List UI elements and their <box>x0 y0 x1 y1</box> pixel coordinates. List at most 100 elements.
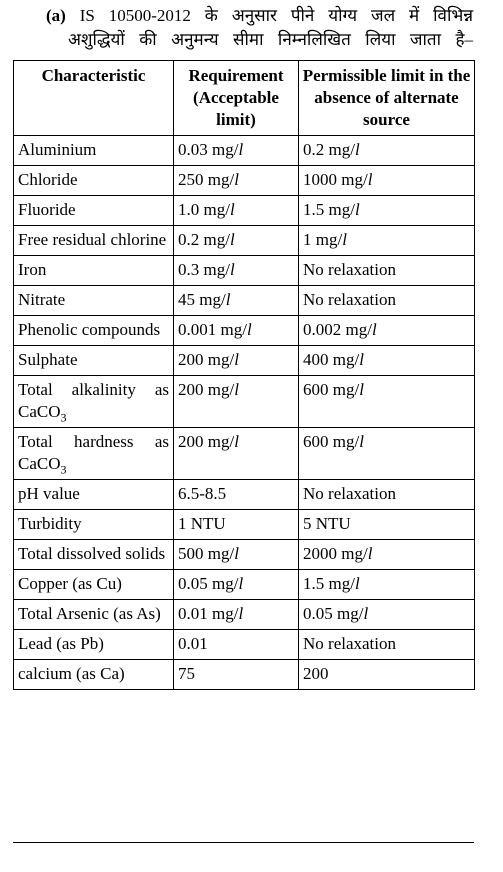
cell-acceptable-limit: 6.5-8.5 <box>173 479 299 510</box>
acceptable-unit: mg/l <box>212 140 244 159</box>
permissible-value: 2000 <box>303 544 337 563</box>
cell-characteristic: Aluminium <box>13 135 174 166</box>
cell-characteristic: Iron <box>13 255 174 286</box>
characteristic-name: Nitrate <box>18 290 66 309</box>
cell-permissible-limit: 400 mg/l <box>298 345 475 376</box>
acceptable-unit: mg/l <box>207 380 239 399</box>
cell-characteristic: Total alkalinity as CaCO3 <box>13 375 174 428</box>
cell-acceptable-limit: 200 mg/l <box>173 375 299 428</box>
acceptable-unit: mg/l <box>203 200 235 219</box>
table-row: Chloride 250 mg/l 1000 mg/l <box>13 165 475 196</box>
formula-base: CaCO <box>18 402 61 421</box>
cell-permissible-limit: 600 mg/l <box>298 375 475 428</box>
cell-acceptable-limit: 0.05 mg/l <box>173 569 299 600</box>
table-row: Total hardness as CaCO3 200 mg/l 600 mg/l <box>13 427 475 480</box>
water-limits-table: Characteristic Requirement (Acceptable l… <box>13 60 475 690</box>
characteristic-name: Lead (as Pb) <box>18 634 104 653</box>
intro-line-1-text: IS 10500-2012 के अनुसार पीने योग्य जल मे… <box>79 6 474 25</box>
table-row: pH value 6.5-8.5 No relaxation <box>13 479 475 510</box>
cell-permissible-limit: No relaxation <box>298 479 475 510</box>
permissible-unit: mg/l <box>315 230 347 249</box>
acceptable-value: 45 <box>178 290 195 309</box>
acceptable-unit: mg/l <box>212 574 244 593</box>
table-row: Fluoride 1.0 mg/l 1.5 mg/l <box>13 195 475 226</box>
acceptable-unit: mg/l <box>220 320 252 339</box>
characteristic-name: Sulphate <box>18 350 78 369</box>
characteristic-name: Phenolic compounds <box>18 320 161 339</box>
cell-acceptable-limit: 1.0 mg/l <box>173 195 299 226</box>
cell-characteristic: Free residual chlorine <box>13 225 174 256</box>
cell-acceptable-limit: 250 mg/l <box>173 165 299 196</box>
cell-permissible-limit: 2000 mg/l <box>298 539 475 570</box>
characteristic-name: Copper (as Cu) <box>18 574 122 593</box>
table-row: Iron 0.3 mg/l No relaxation <box>13 255 475 286</box>
header-requirement: Requirement (Acceptable limit) <box>173 60 299 136</box>
permissible-value: 600 <box>303 432 329 451</box>
cell-characteristic: Turbidity <box>13 509 174 540</box>
intro-text: (a) IS 10500-2012 के अनुसार पीने योग्य ज… <box>0 4 503 52</box>
cell-permissible-limit: 0.05 mg/l <box>298 599 475 630</box>
acceptable-unit: mg/l <box>207 544 239 563</box>
characteristic-name: Total Arsenic (as As) <box>18 604 161 623</box>
cell-acceptable-limit: 200 mg/l <box>173 345 299 376</box>
permissible-value: No relaxation <box>303 634 396 653</box>
cell-characteristic: Total dissolved solids <box>13 539 174 570</box>
characteristic-name: Turbidity <box>18 514 82 533</box>
permissible-unit: mg/l <box>328 200 360 219</box>
cell-characteristic: Nitrate <box>13 285 174 316</box>
cell-permissible-limit: 0.2 mg/l <box>298 135 475 166</box>
table-row: Total Arsenic (as As) 0.01 mg/l 0.05 mg/l <box>13 599 475 630</box>
cell-characteristic: Fluoride <box>13 195 174 226</box>
acceptable-unit: mg/l <box>203 230 235 249</box>
cell-acceptable-limit: 0.01 <box>173 629 299 660</box>
bottom-rule <box>13 842 474 843</box>
acceptable-value: 0.01 <box>178 604 208 623</box>
cell-characteristic: Copper (as Cu) <box>13 569 174 600</box>
acceptable-value: 0.3 <box>178 260 200 279</box>
acceptable-value: 200 <box>178 432 204 451</box>
cell-acceptable-limit: 0.2 mg/l <box>173 225 299 256</box>
formula-base: CaCO <box>18 454 61 473</box>
acceptable-unit: mg/l <box>207 350 239 369</box>
table-row: Nitrate 45 mg/l No relaxation <box>13 285 475 316</box>
cell-permissible-limit: 600 mg/l <box>298 427 475 480</box>
permissible-unit: mg/l <box>341 170 373 189</box>
table-row: Turbidity 1 NTU 5 NTU <box>13 509 475 540</box>
acceptable-value: 1 NTU <box>178 514 226 533</box>
permissible-value: 5 NTU <box>303 514 351 533</box>
cell-permissible-limit: No relaxation <box>298 629 475 660</box>
permissible-value: 0.05 <box>303 604 333 623</box>
formula-subscript: 3 <box>60 410 67 425</box>
cell-permissible-limit: 0.002 mg/l <box>298 315 475 346</box>
permissible-value: 1.5 <box>303 574 325 593</box>
cell-permissible-limit: 1 mg/l <box>298 225 475 256</box>
acceptable-value: 0.01 <box>178 634 208 653</box>
characteristic-name: pH value <box>18 484 80 503</box>
cell-permissible-limit: 200 <box>298 659 475 690</box>
acceptable-value: 200 <box>178 350 204 369</box>
acceptable-value: 200 <box>178 380 204 399</box>
cell-characteristic: calcium (as Ca) <box>13 659 174 690</box>
permissible-value: No relaxation <box>303 260 396 279</box>
cell-characteristic: Chloride <box>13 165 174 196</box>
table-row: Total dissolved solids 500 mg/l 2000 mg/l <box>13 539 475 570</box>
cell-permissible-limit: 1.5 mg/l <box>298 569 475 600</box>
characteristic-name: Total hardness as <box>18 432 169 451</box>
table-row: Total alkalinity as CaCO3 200 mg/l 600 mg/… <box>13 375 475 428</box>
cell-acceptable-limit: 0.001 mg/l <box>173 315 299 346</box>
permissible-value: 1.5 <box>303 200 325 219</box>
header-characteristic: Characteristic <box>13 60 174 136</box>
cell-acceptable-limit: 500 mg/l <box>173 539 299 570</box>
characteristic-name: Total alkalinity as <box>18 380 169 399</box>
cell-acceptable-limit: 200 mg/l <box>173 427 299 480</box>
permissible-value: 600 <box>303 380 329 399</box>
table-row: Aluminium 0.03 mg/l 0.2 mg/l <box>13 135 475 166</box>
acceptable-value: 6.5-8.5 <box>178 484 227 503</box>
permissible-unit: mg/l <box>328 140 360 159</box>
acceptable-unit: mg/l <box>212 604 244 623</box>
cell-acceptable-limit: 0.03 mg/l <box>173 135 299 166</box>
intro-line-1: (a) IS 10500-2012 के अनुसार पीने योग्य ज… <box>0 4 503 28</box>
cell-permissible-limit: 5 NTU <box>298 509 475 540</box>
characteristic-name: Iron <box>18 260 47 279</box>
acceptable-value: 75 <box>178 664 195 683</box>
